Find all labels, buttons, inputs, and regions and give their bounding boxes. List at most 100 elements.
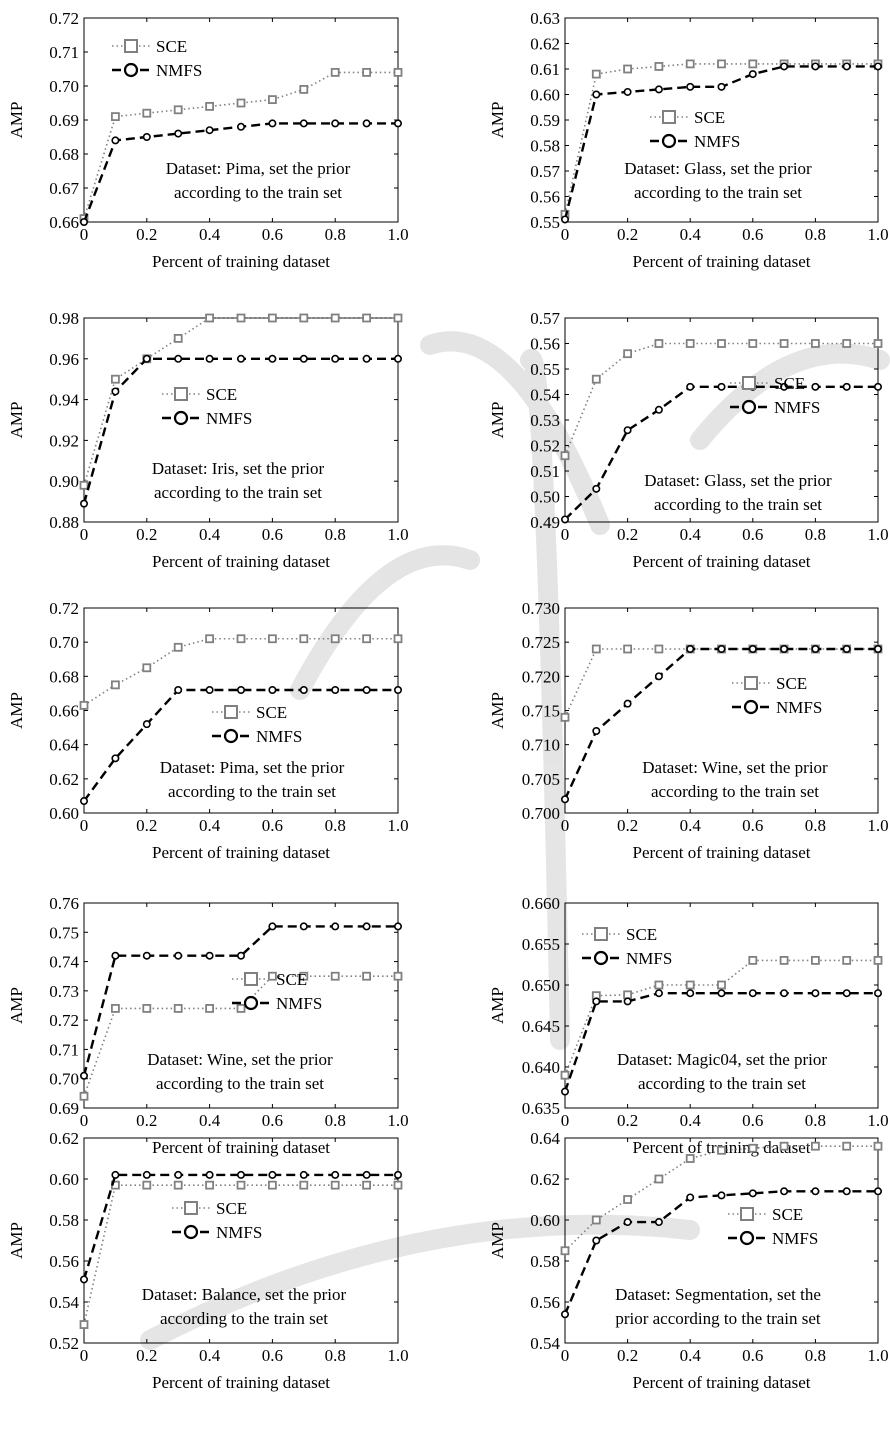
x-tick-label: 1.0 bbox=[387, 1346, 408, 1365]
data-point-nmfs bbox=[842, 382, 851, 391]
y-tick-label: 0.60 bbox=[530, 86, 560, 105]
data-point-nmfs bbox=[592, 90, 601, 99]
legend: SCE NMFS bbox=[582, 925, 672, 968]
data-point-nmfs bbox=[111, 951, 120, 960]
y-tick-label: 0.72 bbox=[49, 1011, 79, 1030]
legend-marker-nmfs bbox=[173, 410, 189, 426]
data-point-nmfs bbox=[174, 685, 183, 694]
legend-marker-sce bbox=[224, 705, 238, 719]
x-tick-label: 0.8 bbox=[805, 1346, 826, 1365]
data-point-sce bbox=[748, 339, 758, 348]
annotation-line: Dataset: Magic04, set the prior bbox=[617, 1050, 827, 1069]
data-point-nmfs bbox=[686, 82, 695, 91]
data-point-nmfs bbox=[623, 997, 632, 1006]
legend-label-sce: SCE bbox=[774, 374, 805, 393]
data-point-sce bbox=[173, 1180, 183, 1190]
data-point-sce bbox=[267, 95, 277, 104]
data-point-nmfs bbox=[654, 1218, 663, 1227]
x-tick-label: 0.6 bbox=[262, 1346, 283, 1365]
data-point-nmfs bbox=[780, 62, 789, 71]
data-point-nmfs bbox=[111, 1170, 120, 1179]
y-tick-label: 0.57 bbox=[530, 162, 560, 181]
data-point-nmfs bbox=[811, 644, 820, 653]
data-point-nmfs bbox=[873, 62, 882, 71]
data-point-nmfs bbox=[237, 951, 246, 960]
x-axis-label: Percent of training dataset bbox=[633, 1373, 811, 1392]
data-point-nmfs bbox=[654, 672, 663, 681]
annotation-line: according to the train set bbox=[638, 1074, 806, 1093]
series-line-nmfs bbox=[83, 688, 398, 802]
data-point-sce bbox=[779, 1141, 789, 1151]
x-tick-label: 0.2 bbox=[617, 225, 638, 244]
x-tick-label: 0 bbox=[561, 816, 570, 835]
data-point-nmfs bbox=[686, 989, 695, 998]
y-tick-label: 0.96 bbox=[49, 350, 79, 369]
legend-label-sce: SCE bbox=[772, 1205, 803, 1224]
data-point-nmfs bbox=[592, 1236, 601, 1245]
x-tick-label: 1.0 bbox=[867, 1111, 888, 1130]
x-tick-label: 0.6 bbox=[262, 525, 283, 544]
data-point-sce bbox=[393, 68, 403, 77]
data-point-nmfs bbox=[331, 685, 340, 694]
data-point-sce bbox=[873, 1141, 883, 1151]
data-point-nmfs bbox=[811, 382, 820, 391]
data-point-sce bbox=[236, 634, 246, 644]
data-point-nmfs bbox=[592, 997, 601, 1006]
data-point-sce bbox=[591, 1215, 601, 1225]
data-point-sce bbox=[873, 339, 883, 348]
data-point-nmfs bbox=[393, 685, 402, 694]
data-point-nmfs bbox=[174, 951, 183, 960]
data-point-nmfs bbox=[654, 85, 663, 94]
x-tick-label: 0.8 bbox=[805, 525, 826, 544]
x-tick-label: 0.2 bbox=[136, 1346, 157, 1365]
legend: SCE NMFS bbox=[650, 108, 740, 151]
data-point-sce bbox=[299, 971, 309, 981]
data-point-nmfs bbox=[299, 354, 308, 363]
data-point-nmfs bbox=[686, 382, 695, 391]
data-point-sce bbox=[591, 644, 601, 654]
data-point-nmfs bbox=[174, 129, 183, 138]
y-axis-label: AMP bbox=[488, 692, 507, 729]
legend-label-nmfs: NMFS bbox=[774, 398, 820, 417]
data-point-sce bbox=[654, 644, 664, 654]
chart-panel-1: 0 0.2 0.4 0.6 0.8 1.0 0.66 0.67 0.68 0.69 0.70 0.71… bbox=[7, 9, 409, 271]
data-point-sce bbox=[79, 1091, 89, 1101]
y-tick-label: 0.52 bbox=[49, 1334, 79, 1353]
data-point-sce bbox=[362, 634, 372, 644]
data-point-nmfs bbox=[80, 499, 89, 508]
data-point-nmfs bbox=[780, 989, 789, 998]
data-point-sce bbox=[236, 313, 246, 323]
data-point-nmfs bbox=[174, 1170, 183, 1179]
series-line-sce bbox=[564, 1145, 878, 1252]
data-point-sce bbox=[267, 313, 277, 323]
data-point-nmfs bbox=[268, 119, 277, 128]
data-point-sce bbox=[79, 1320, 89, 1329]
x-tick-label: 0.6 bbox=[742, 225, 763, 244]
y-tick-label: 0.64 bbox=[530, 1129, 560, 1148]
y-tick-label: 0.70 bbox=[49, 77, 79, 96]
data-point-sce bbox=[623, 1195, 632, 1204]
legend-label-sce: SCE bbox=[216, 1199, 247, 1218]
y-tick-label: 0.56 bbox=[530, 335, 560, 354]
y-tick-label: 0.57 bbox=[530, 309, 560, 328]
x-tick-label: 0.6 bbox=[262, 225, 283, 244]
annotation-line: according to the train set bbox=[651, 782, 819, 801]
y-tick-label: 0.660 bbox=[522, 894, 560, 913]
x-tick-label: 0.4 bbox=[680, 525, 702, 544]
x-tick-label: 0.8 bbox=[325, 816, 346, 835]
data-point-sce bbox=[142, 108, 152, 118]
x-tick-label: 0.4 bbox=[680, 1346, 702, 1365]
x-tick-label: 0 bbox=[80, 1346, 89, 1365]
data-point-nmfs bbox=[780, 644, 789, 653]
x-tick-label: 0.2 bbox=[136, 525, 157, 544]
data-point-sce bbox=[299, 313, 309, 323]
data-point-sce bbox=[842, 339, 852, 348]
x-tick-label: 0 bbox=[80, 1111, 89, 1130]
x-axis-label: Percent of training dataset bbox=[152, 843, 330, 862]
series-line-nmfs bbox=[82, 357, 398, 504]
y-tick-label: 0.56 bbox=[49, 1252, 79, 1271]
legend-label-sce: SCE bbox=[206, 385, 237, 404]
legend-label-nmfs: NMFS bbox=[216, 1223, 262, 1242]
data-point-sce bbox=[362, 1180, 372, 1190]
y-tick-label: 0.75 bbox=[49, 923, 79, 942]
